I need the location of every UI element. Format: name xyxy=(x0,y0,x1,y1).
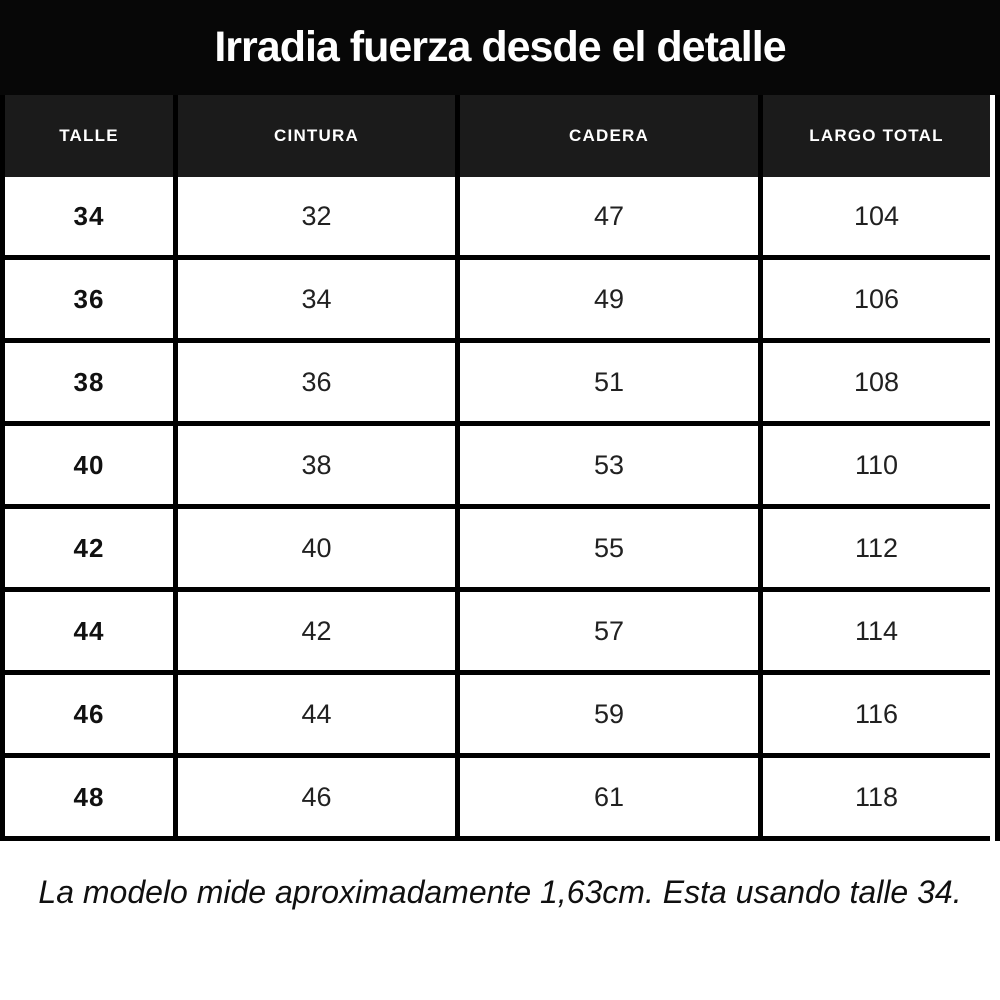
column-header-largo-total: LARGO TOTAL xyxy=(763,95,990,177)
table-header-row: TALLE CINTURA CADERA LARGO TOTAL xyxy=(5,95,995,177)
table-cell-cadera: 61 xyxy=(460,758,763,841)
column-header-talle: TALLE xyxy=(5,95,178,177)
table-cell-largo-total: 110 xyxy=(763,426,990,509)
table-row: 46 44 59 116 xyxy=(5,675,995,758)
table-row: 44 42 57 114 xyxy=(5,592,995,675)
table-cell-talle: 48 xyxy=(5,758,178,841)
table-cell-cadera: 57 xyxy=(460,592,763,675)
page-title: Irradia fuerza desde el detalle xyxy=(214,23,786,71)
table-cell-largo-total: 104 xyxy=(763,177,990,260)
table-cell-largo-total: 118 xyxy=(763,758,990,841)
table-cell-cintura: 42 xyxy=(178,592,460,675)
table-row: 48 46 61 118 xyxy=(5,758,995,841)
table-cell-cadera: 49 xyxy=(460,260,763,343)
table-cell-cadera: 55 xyxy=(460,509,763,592)
table-cell-largo-total: 114 xyxy=(763,592,990,675)
table-cell-cintura: 38 xyxy=(178,426,460,509)
table-row: 42 40 55 112 xyxy=(5,509,995,592)
column-header-cadera: CADERA xyxy=(460,95,763,177)
column-header-cintura: CINTURA xyxy=(178,95,460,177)
table-row: 34 32 47 104 xyxy=(5,177,995,260)
table-cell-cadera: 47 xyxy=(460,177,763,260)
table-cell-cintura: 32 xyxy=(178,177,460,260)
model-size-note: La modelo mide aproximadamente 1,63cm. E… xyxy=(38,874,962,910)
table-cell-cintura: 34 xyxy=(178,260,460,343)
title-bar: Irradia fuerza desde el detalle xyxy=(0,0,1000,95)
table-cell-cintura: 46 xyxy=(178,758,460,841)
table-row: 40 38 53 110 xyxy=(5,426,995,509)
table-cell-cadera: 59 xyxy=(460,675,763,758)
table-cell-largo-total: 112 xyxy=(763,509,990,592)
table-cell-talle: 46 xyxy=(5,675,178,758)
table-cell-talle: 38 xyxy=(5,343,178,426)
table-cell-cadera: 51 xyxy=(460,343,763,426)
table-cell-cadera: 53 xyxy=(460,426,763,509)
table-cell-cintura: 36 xyxy=(178,343,460,426)
table-cell-talle: 36 xyxy=(5,260,178,343)
table-cell-talle: 40 xyxy=(5,426,178,509)
table-cell-largo-total: 106 xyxy=(763,260,990,343)
table-row: 38 36 51 108 xyxy=(5,343,995,426)
table-row: 36 34 49 106 xyxy=(5,260,995,343)
table-cell-cintura: 44 xyxy=(178,675,460,758)
table-cell-largo-total: 108 xyxy=(763,343,990,426)
table-cell-cintura: 40 xyxy=(178,509,460,592)
table-cell-talle: 42 xyxy=(5,509,178,592)
table-cell-talle: 34 xyxy=(5,177,178,260)
table-cell-talle: 44 xyxy=(5,592,178,675)
table-cell-largo-total: 116 xyxy=(763,675,990,758)
size-table: TALLE CINTURA CADERA LARGO TOTAL 34 32 4… xyxy=(0,95,1000,841)
